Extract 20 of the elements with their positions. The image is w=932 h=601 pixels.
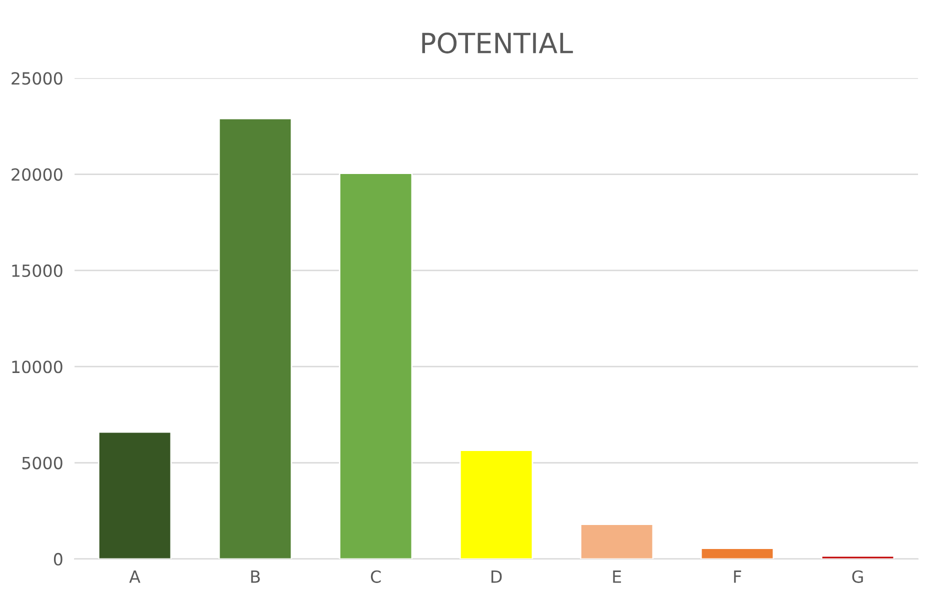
y-tick-label: 5000 [22, 456, 62, 470]
bar [218, 118, 292, 559]
x-tick-label: G [852, 570, 863, 583]
bar [580, 524, 654, 559]
bar [459, 450, 534, 559]
x-tick-label: C [370, 570, 381, 583]
x-tick-label: A [129, 570, 140, 583]
bar [338, 172, 413, 559]
x-tick-label: E [613, 570, 621, 583]
y-tick-label: 10000 [12, 360, 62, 374]
bar [98, 431, 172, 559]
chart-title: POTENTIAL [422, 32, 573, 54]
x-tick-label: F [734, 570, 742, 583]
y-tick-label: 20000 [12, 168, 62, 181]
x-tick-label: B [251, 570, 260, 583]
y-tick-label: 25000 [12, 72, 62, 85]
x-tick-label: D [492, 570, 502, 583]
y-tick-label: 15000 [12, 264, 62, 278]
bar [700, 548, 774, 559]
y-tick-label: 0 [54, 552, 62, 566]
